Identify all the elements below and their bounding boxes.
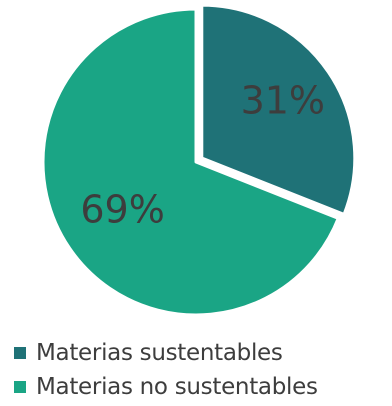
legend-swatch-materias-no-sustentables — [14, 381, 26, 393]
legend-swatch-materias-sustentables — [14, 347, 26, 359]
pie-chart: 31% 69% — [41, 3, 357, 317]
pie-slices — [41, 3, 357, 317]
legend-item-materias-no-sustentables: Materias no sustentables — [14, 370, 390, 404]
pie-slice-materias-no-sustentables — [41, 7, 340, 317]
slice-label-materias-sustentables: 31% — [241, 79, 325, 123]
legend-label-materias-no-sustentables: Materias no sustentables — [36, 374, 318, 400]
slice-label-materias-no-sustentables: 69% — [80, 187, 164, 231]
legend-label-materias-sustentables: Materias sustentables — [36, 340, 283, 366]
chart-legend: Materias sustentables Materias no susten… — [14, 336, 390, 404]
legend-item-materias-sustentables: Materias sustentables — [14, 336, 390, 370]
pie-slice-materias-sustentables — [200, 3, 357, 216]
